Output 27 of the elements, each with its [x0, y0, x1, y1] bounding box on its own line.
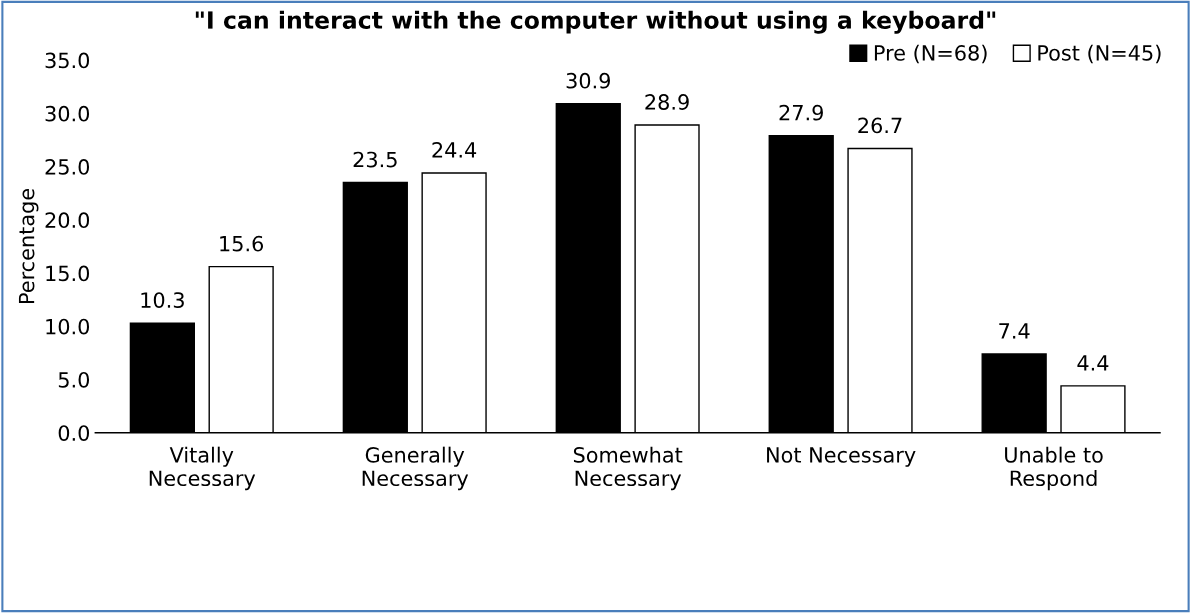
data-label: 23.5	[353, 151, 397, 168]
y-tick-label: 10.0	[46, 318, 90, 335]
x-tick-label: Somewhat Necessary	[573, 446, 683, 491]
x-tick-label: Generally Necessary	[362, 446, 469, 491]
y-tick-label: 0.0	[58, 425, 90, 441]
data-label: 30.9	[566, 72, 610, 89]
chart-title: "I can interact with the computer without using a keyboard"	[195, 10, 996, 34]
x-tick-label: Unable to Respond	[1005, 446, 1103, 491]
data-label: 10.3	[141, 292, 184, 308]
y-axis-title: Percentage	[18, 188, 39, 303]
y-tick-label: 30.0	[45, 105, 90, 122]
data-label: 27.9	[779, 104, 823, 121]
data-label: 7.4	[999, 323, 1030, 339]
y-tick-label: 5.0	[58, 371, 90, 388]
data-label: 15.6	[220, 235, 264, 252]
x-tick-label: Vitally Necessary	[149, 446, 256, 491]
y-tick-label: 20.0	[45, 212, 90, 229]
data-label: 26.7	[858, 117, 902, 134]
y-tick-label: 35.0	[45, 52, 90, 69]
x-tick-label: Not Necessary	[767, 447, 916, 467]
legend-label: Pre (N=68)	[874, 44, 987, 64]
legend-label: Post (N=45)	[1038, 44, 1161, 64]
y-tick-label: 15.0	[46, 265, 90, 282]
data-label: 24.4	[432, 142, 477, 158]
data-label: 28.9	[645, 94, 689, 110]
data-label: 4.4	[1077, 355, 1109, 371]
y-tick-label: 25.0	[45, 159, 90, 175]
